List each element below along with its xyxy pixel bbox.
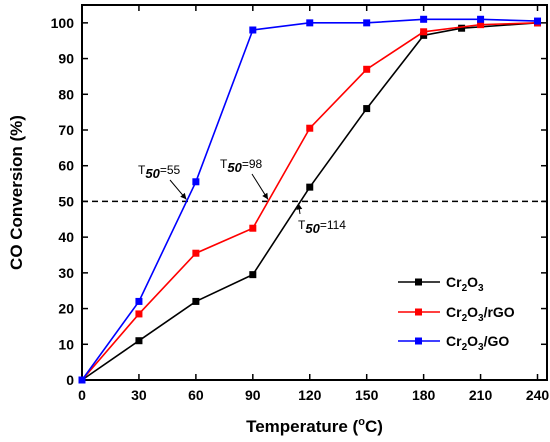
annotation-t50-114: T50=114 <box>298 218 346 236</box>
axis-titles: Temperature (oC) CO Conversion (%) <box>7 115 383 436</box>
series-1-point <box>249 224 257 232</box>
annotation-t50-98: T50=98 <box>220 157 262 175</box>
annotation-arrowhead <box>180 192 187 200</box>
legend: Cr2O3 Cr2O3/rGO Cr2O3/GO <box>398 274 515 353</box>
y-axis-title: CO Conversion (%) <box>7 115 26 270</box>
y-tick-label: 30 <box>58 265 74 281</box>
series-group <box>78 15 542 384</box>
series-line-1 <box>81 22 538 381</box>
legend-label-2: Cr2O3/GO <box>446 333 509 353</box>
series-2-point <box>249 26 257 34</box>
x-tick-label: 90 <box>245 387 261 403</box>
y-tick-label: 60 <box>58 158 74 174</box>
y-tick-label: 90 <box>58 51 74 67</box>
series-line-2 <box>81 18 538 381</box>
series-1-point <box>477 21 485 29</box>
y-tick-label: 10 <box>58 336 74 352</box>
series-0-point <box>249 271 257 279</box>
x-tick-label: 240 <box>526 387 550 403</box>
series-0-point <box>306 183 314 191</box>
legend-label-0: Cr2O3 <box>446 274 484 294</box>
annotation-t50-55: T50=55 <box>138 163 180 181</box>
y-tick-label: 50 <box>58 193 74 209</box>
legend-label-1: Cr2O3/rGO <box>446 304 515 324</box>
y-tick-label: 80 <box>58 86 74 102</box>
series-line-0 <box>81 22 538 381</box>
series-2-point <box>78 376 86 384</box>
series-1-point <box>192 249 200 257</box>
legend-marker-1 <box>415 308 422 316</box>
y-tick-label: 20 <box>58 301 74 317</box>
series-1-point <box>306 124 314 132</box>
annotation-arrowhead <box>262 192 268 200</box>
y-tick-label: 40 <box>58 229 74 245</box>
x-tick-label: 60 <box>188 387 204 403</box>
series-0-point <box>458 24 466 32</box>
x-tick-label: 150 <box>355 387 379 403</box>
series-2-point <box>135 297 143 305</box>
x-tick-label: 210 <box>469 387 493 403</box>
series-1-point <box>363 65 371 73</box>
plot-border <box>81 4 548 381</box>
series-1-point <box>420 28 428 36</box>
series-0-point <box>135 337 143 345</box>
axis-ticks: 0 30 60 90 120 150 180 210 240 0 10 20 30 40 50 60 70 80 9… <box>51 5 550 403</box>
plot-frame <box>81 4 548 381</box>
series-0-point <box>192 297 200 305</box>
x-tick-label: 30 <box>131 387 147 403</box>
y-tick-label: 100 <box>51 15 75 31</box>
x-tick-label: 180 <box>412 387 436 403</box>
annotation-arrowhead <box>296 203 303 210</box>
y-tick-label: 0 <box>66 372 74 388</box>
series-2-point <box>306 19 314 27</box>
annotation-group: T50=55 T50=98 T50=114 <box>138 157 346 236</box>
legend-marker-0 <box>415 278 422 286</box>
series-0-point <box>363 105 371 113</box>
series-2-point <box>192 178 200 186</box>
series-2-point <box>477 15 485 23</box>
x-tick-label: 120 <box>298 387 322 403</box>
series-2-point <box>534 17 542 25</box>
series-2-point <box>363 19 371 27</box>
y-tick-label: 70 <box>58 122 74 138</box>
series-1-point <box>135 310 143 318</box>
legend-marker-2 <box>415 337 422 345</box>
series-2-point <box>420 15 428 23</box>
x-axis-title: Temperature (oC) <box>246 416 383 436</box>
series-0-point <box>420 31 428 39</box>
x-tick-label: 0 <box>78 387 86 403</box>
